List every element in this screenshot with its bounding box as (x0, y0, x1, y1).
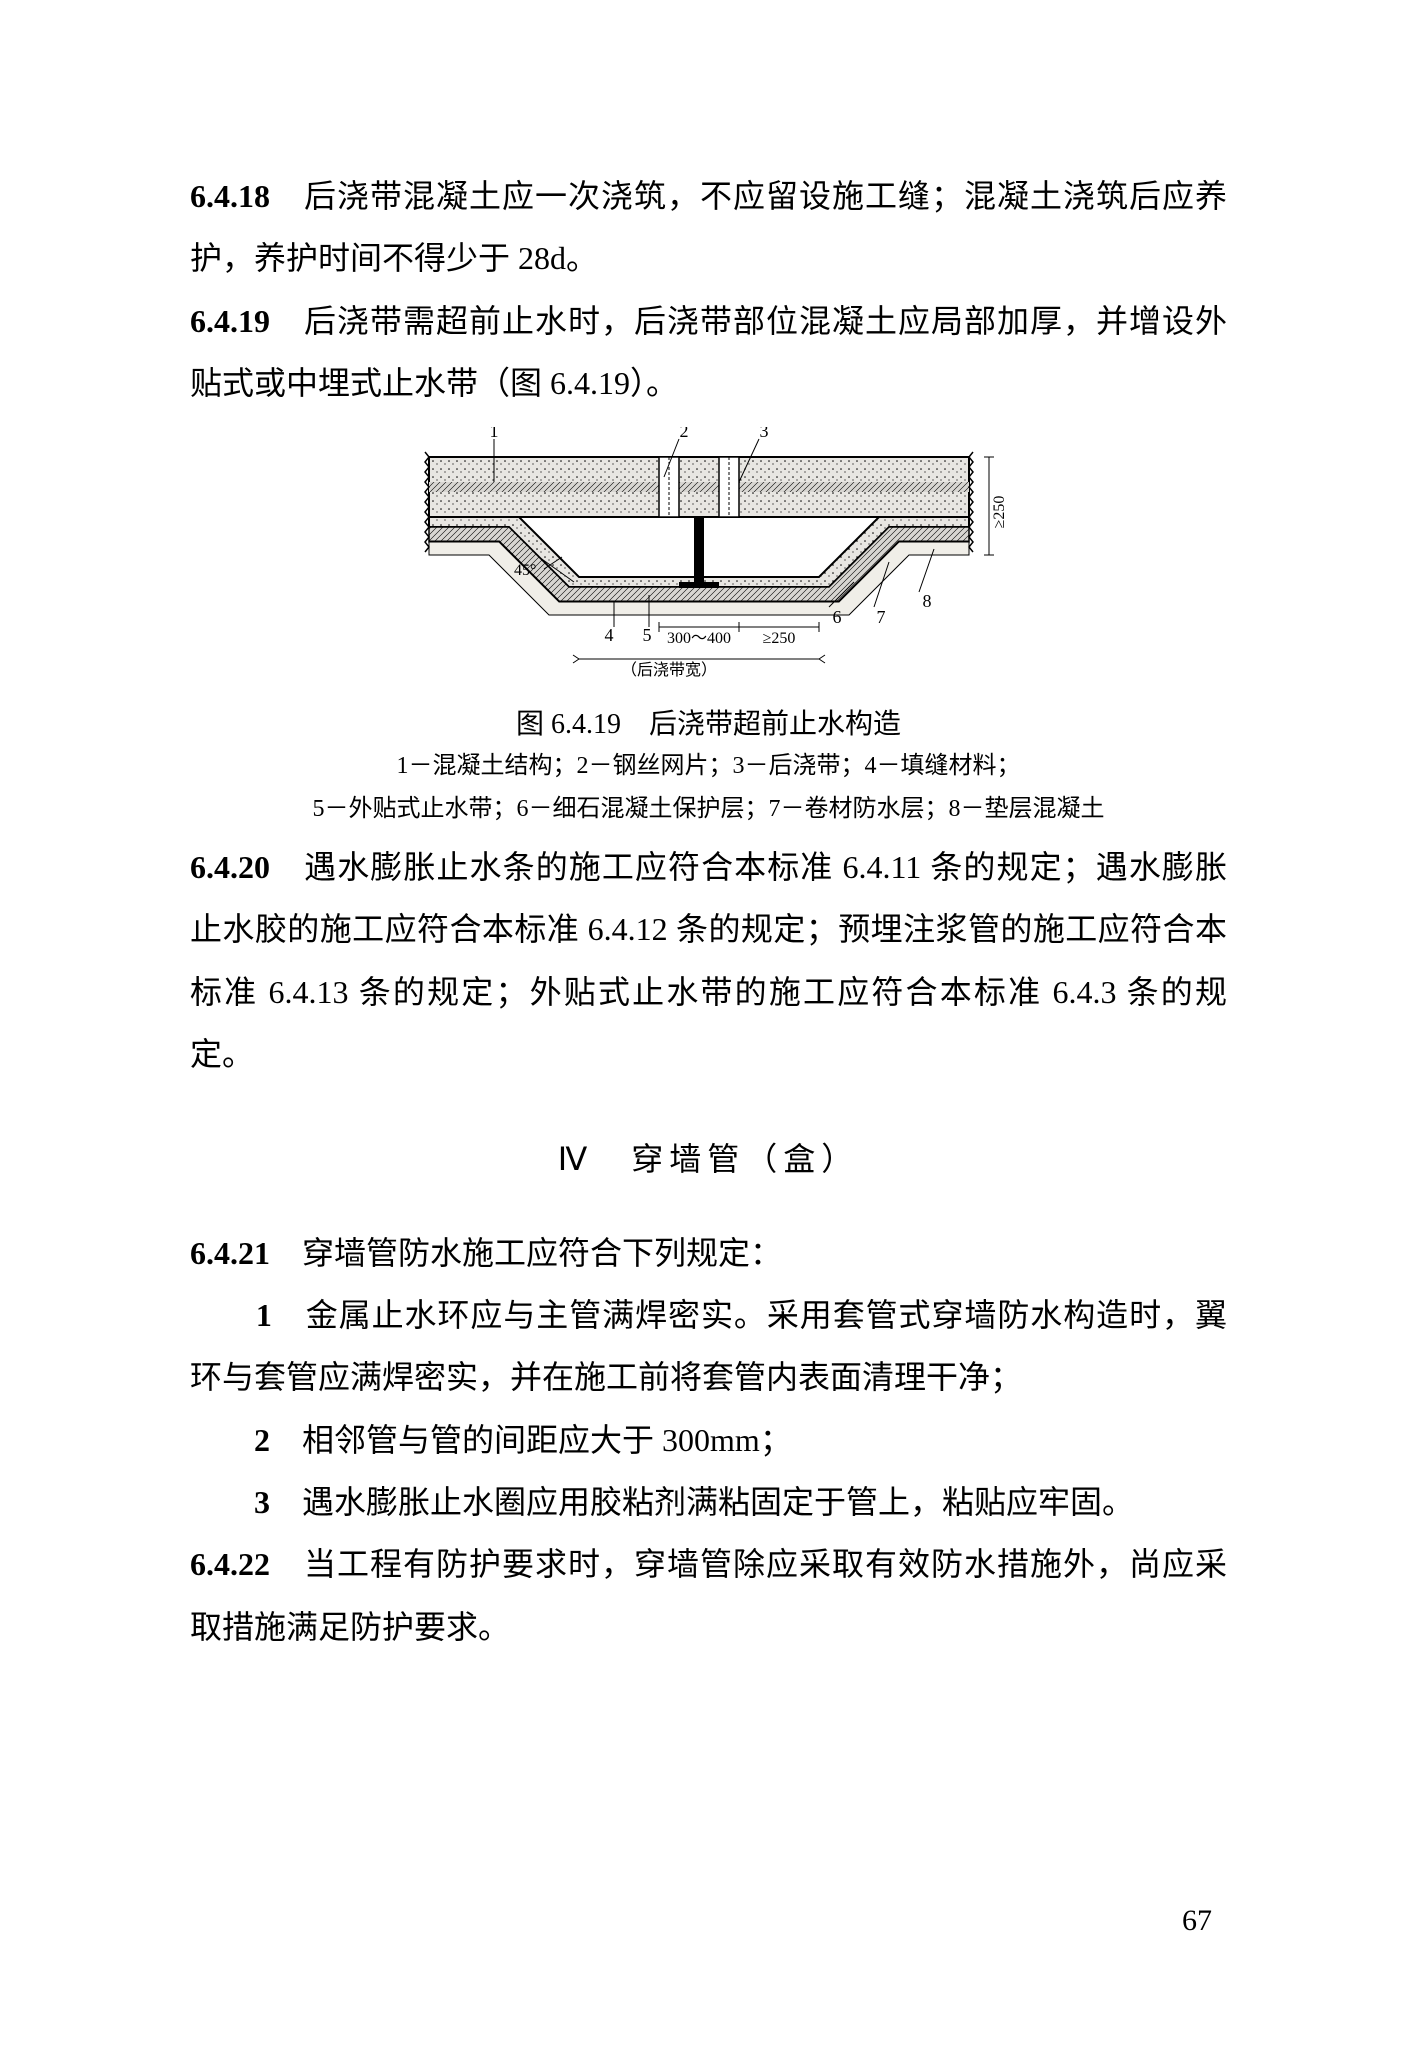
callout-2: 2 (679, 427, 688, 441)
paragraph-6-4-22: 6.4.22 当工程有防护要求时，穿墙管除应采取有效防水措施外，尚应采取措施满足… (190, 1533, 1227, 1658)
section-heading-iv: Ⅳ 穿墙管（盒） (190, 1134, 1227, 1180)
section-number: 6.4.18 (190, 178, 270, 214)
paragraph-text: 穿墙管防水施工应符合下列规定： (302, 1235, 782, 1271)
callout-8: 8 (922, 591, 931, 611)
list-item-3: 3 遇水膨胀止水圈应用胶粘剂满粘固定于管上，粘贴应牢固。 (190, 1471, 1227, 1533)
list-number: 1 (256, 1297, 272, 1333)
list-text: 遇水膨胀止水圈应用胶粘剂满粘固定于管上，粘贴应牢固。 (302, 1484, 1134, 1520)
callout-4: 4 (604, 625, 613, 645)
paragraph-text: 后浇带需超前止水时，后浇带部位混凝土应局部加厚，并增设外贴式或中埋式止水带（图 … (190, 303, 1227, 401)
callout-1: 1 (489, 427, 498, 441)
dim-side-min: ≥250 (762, 630, 795, 647)
section-title: 穿墙管（盒） (631, 1141, 859, 1177)
callout-7: 7 (876, 607, 885, 627)
page-number: 67 (1182, 1904, 1212, 1938)
figure-legend-2: 5－外贴式止水带；6－细石混凝土保护层；7－卷材防水层；8－垫层混凝土 (190, 791, 1227, 828)
section-number: 6.4.21 (190, 1235, 270, 1271)
list-text: 金属止水环应与主管满焊密实。采用套管式穿墙防水构造时，翼环与套管应满焊密实，并在… (190, 1297, 1227, 1395)
list-item-2: 2 相邻管与管的间距应大于 300mm； (190, 1409, 1227, 1471)
paragraph-text: 遇水膨胀止水条的施工应符合本标准 6.4.11 条的规定；遇水膨胀止水胶的施工应… (190, 849, 1227, 1072)
paragraph-text: 后浇带混凝土应一次浇筑，不应留设施工缝；混凝土浇筑后应养护，养护时间不得少于 2… (190, 178, 1227, 276)
page-content: 6.4.18 后浇带混凝土应一次浇筑，不应留设施工缝；混凝土浇筑后应养护，养护时… (190, 165, 1227, 1658)
paragraph-text: 当工程有防护要求时，穿墙管除应采取有效防水措施外，尚应采取措施满足防护要求。 (190, 1546, 1227, 1644)
list-number: 2 (254, 1422, 270, 1458)
paragraph-6-4-19: 6.4.19 后浇带需超前止水时，后浇带部位混凝土应局部加厚，并增设外贴式或中埋… (190, 290, 1227, 415)
section-number: 6.4.22 (190, 1546, 270, 1582)
callout-6: 6 (832, 607, 841, 627)
callout-5: 5 (642, 625, 651, 645)
list-text: 相邻管与管的间距应大于 300mm； (302, 1422, 792, 1458)
section-number: 6.4.19 (190, 303, 270, 339)
section-number: 6.4.20 (190, 849, 270, 885)
figure-caption: 图 6.4.19 后浇带超前止水构造 (190, 702, 1227, 742)
figure-legend-1: 1－混凝土结构；2－钢丝网片；3－后浇带；4－填缝材料； (190, 748, 1227, 785)
dim-center-width: 300～400 (666, 630, 730, 647)
dim-height: ≥250 (991, 495, 1008, 528)
list-item-1: 1 金属止水环应与主管满焊密实。采用套管式穿墙防水构造时，翼环与套管应满焊密实，… (190, 1284, 1227, 1409)
list-number: 3 (254, 1484, 270, 1520)
paragraph-6-4-18: 6.4.18 后浇带混凝土应一次浇筑，不应留设施工缝；混凝土浇筑后应养护，养护时… (190, 165, 1227, 290)
figure-svg: 1 2 3 4 5 6 7 8 45° 300～400 ≥250 （后浇带宽） (399, 427, 1019, 687)
callout-3: 3 (759, 427, 768, 441)
dim-angle: 45° (514, 562, 536, 579)
paragraph-6-4-21: 6.4.21 穿墙管防水施工应符合下列规定： (190, 1222, 1227, 1284)
section-roman: Ⅳ (558, 1141, 594, 1177)
figure-6-4-19: 1 2 3 4 5 6 7 8 45° 300～400 ≥250 （后浇带宽） (190, 427, 1227, 828)
dim-bottom-label: （后浇带宽） (620, 661, 716, 679)
paragraph-6-4-20: 6.4.20 遇水膨胀止水条的施工应符合本标准 6.4.11 条的规定；遇水膨胀… (190, 836, 1227, 1086)
